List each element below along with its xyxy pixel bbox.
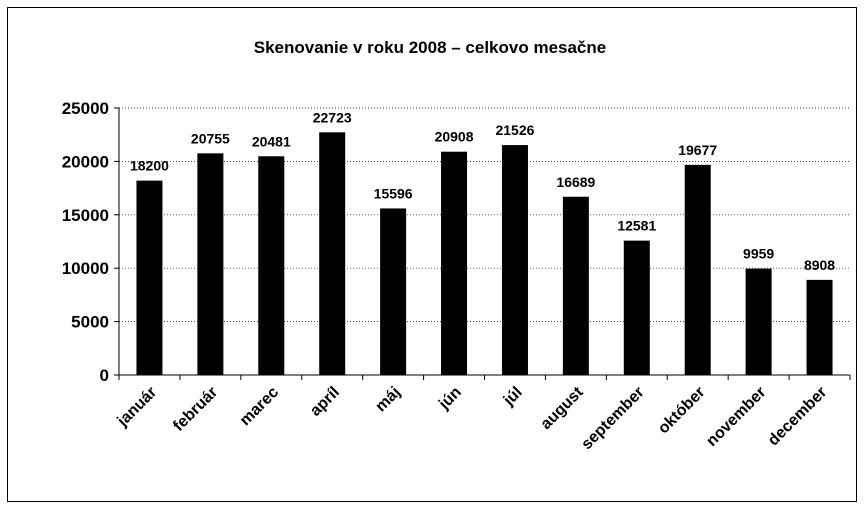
value-label: 22723 bbox=[313, 109, 352, 125]
bar bbox=[806, 279, 833, 375]
bar bbox=[380, 208, 407, 375]
y-tick-label: 0 bbox=[100, 366, 109, 385]
bar bbox=[745, 268, 772, 375]
value-label: 8908 bbox=[804, 257, 835, 273]
chart-title: Skenovanie v roku 2008 – celkovo mesačne bbox=[254, 38, 606, 57]
bar bbox=[319, 132, 346, 375]
y-tick-label: 25000 bbox=[62, 99, 109, 118]
value-label: 12581 bbox=[617, 218, 656, 234]
value-label: 19677 bbox=[678, 142, 717, 158]
y-tick-label: 15000 bbox=[62, 206, 109, 225]
bar bbox=[562, 196, 589, 375]
bar bbox=[623, 240, 650, 375]
y-tick-label: 20000 bbox=[62, 152, 109, 171]
bar bbox=[136, 180, 163, 375]
value-label: 20481 bbox=[252, 133, 291, 149]
value-label: 18200 bbox=[130, 158, 169, 174]
y-tick-label: 5000 bbox=[71, 313, 109, 332]
bar bbox=[441, 151, 468, 375]
value-label: 20908 bbox=[435, 129, 474, 145]
value-label: 15596 bbox=[374, 185, 413, 201]
bar bbox=[501, 145, 528, 375]
value-label: 20755 bbox=[191, 130, 230, 146]
bar bbox=[258, 156, 285, 375]
y-tick-label: 10000 bbox=[62, 259, 109, 278]
bar bbox=[684, 164, 711, 375]
value-label: 9959 bbox=[743, 246, 774, 262]
value-label: 16689 bbox=[556, 174, 595, 190]
bar bbox=[197, 153, 224, 375]
value-label: 21526 bbox=[495, 122, 534, 138]
